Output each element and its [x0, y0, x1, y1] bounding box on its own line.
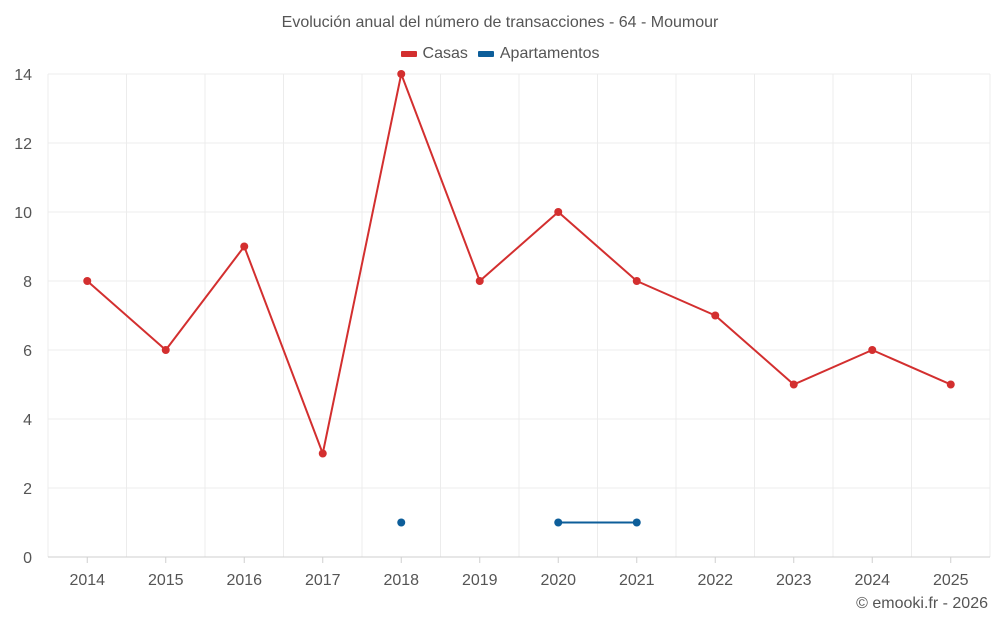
x-tick-label: 2014 — [69, 572, 105, 589]
data-point-casas — [711, 311, 720, 320]
x-tick-label: 2025 — [933, 572, 969, 589]
data-point-apartamentos — [632, 518, 641, 527]
x-tick-label: 2024 — [854, 572, 890, 589]
y-tick-label: 4 — [23, 412, 32, 429]
y-tick-label: 8 — [23, 274, 32, 291]
x-tick-label: 2016 — [226, 572, 262, 589]
y-tick-label: 12 — [14, 136, 32, 153]
legend: Casas Apartamentos — [0, 45, 1000, 63]
credit-text: © emooki.fr - 2026 — [856, 595, 988, 612]
y-tick-label: 10 — [14, 205, 32, 222]
legend-swatch-apartamentos — [477, 51, 494, 57]
data-point-casas — [868, 346, 877, 354]
x-tick-label: 2023 — [776, 572, 812, 589]
legend-item-casas[interactable]: Casas — [400, 45, 468, 63]
data-point-apartamentos — [397, 518, 406, 527]
data-point-casas — [946, 380, 955, 389]
data-point-casas — [789, 380, 798, 389]
x-tick-label: 2017 — [305, 572, 341, 589]
legend-item-apartamentos[interactable]: Apartamentos — [477, 45, 600, 63]
legend-label-apartamentos: Apartamentos — [499, 45, 600, 62]
legend-label-casas: Casas — [422, 45, 468, 62]
data-point-casas — [554, 208, 563, 216]
data-point-casas — [83, 277, 92, 285]
x-tick-label: 2018 — [383, 572, 419, 589]
data-point-casas — [475, 277, 484, 285]
chart-title: Evolución anual del número de transaccio… — [281, 14, 719, 31]
data-point-apartamentos — [554, 518, 563, 527]
x-tick-label: 2020 — [540, 572, 576, 589]
x-tick-label: 2019 — [462, 572, 498, 589]
data-point-casas — [318, 449, 327, 458]
data-point-casas — [240, 242, 249, 251]
x-tick-label: 2015 — [148, 572, 184, 589]
y-tick-label: 14 — [14, 67, 32, 84]
series-line-casas — [86, 73, 952, 455]
y-tick-label: 0 — [23, 550, 32, 567]
data-point-casas — [397, 70, 406, 78]
legend-swatch-casas — [400, 51, 417, 57]
x-tick-label: 2022 — [697, 572, 733, 589]
data-point-casas — [161, 346, 170, 354]
y-tick-label: 6 — [23, 343, 32, 360]
data-point-casas — [632, 277, 641, 285]
y-tick-label: 2 — [23, 481, 32, 498]
x-tick-label: 2021 — [619, 572, 655, 589]
